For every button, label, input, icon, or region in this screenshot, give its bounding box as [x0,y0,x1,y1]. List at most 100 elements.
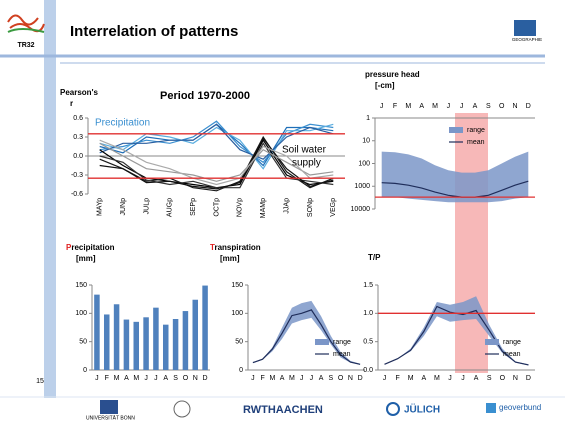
x-tick-label: F [105,375,109,382]
x-tick-label: A [319,375,324,382]
footer-logo: JÜLICH [404,403,440,416]
logo-mark [7,14,45,33]
footer-logo: RWTHAACHEN [243,404,323,416]
y-tick-label: 1.5 [363,282,373,289]
legend-label: mean [503,351,521,358]
bar [182,311,189,370]
legend-label: range [333,339,351,346]
x-tick-label: N [513,375,518,382]
x-tick-label: M [434,375,440,382]
mean-line [381,180,529,198]
y-axis-label: [mm] [220,254,240,263]
footer-logo: UNIVERSITÄT BONN [86,414,135,421]
slide-title: Interrelation of patterns [70,23,238,40]
mean-line [252,309,361,365]
x-tick-label: J [447,103,451,110]
x-tick-label: M [269,375,275,382]
right-logo: GEOGRAPHIE [512,37,542,42]
x-tick-label: M [408,375,414,382]
y-axis-label: Transpiration [210,243,261,252]
y-tick-label: -0.6 [71,191,83,198]
y-tick-label: 0 [83,367,87,374]
y-tick-label: 50 [235,339,243,346]
legend-swatch [315,339,329,345]
y-tick-label: 0.6 [73,115,83,122]
x-tick-label: SONp [307,198,314,217]
x-tick-label: N [193,375,198,382]
bar [94,294,100,370]
legend-swatch [485,339,499,345]
annotation: Soil water [282,145,327,156]
y-tick-label: 0 [239,367,243,374]
y-tick-label: 0.0 [73,153,83,160]
logo-mark [386,402,400,416]
x-tick-label: J [300,375,304,382]
x-tick-label: J [461,375,465,382]
x-tick-label: S [329,375,334,382]
legend-label: mean [333,351,351,358]
x-tick-label: AUGp [167,198,174,217]
side-strip [44,0,56,398]
x-tick-label: A [280,375,285,382]
logo-mark [7,28,45,33]
y-tick-label: 10 [362,138,370,145]
x-tick-label: J [460,103,464,110]
x-tick-label: JJAp [283,198,290,214]
y-tick-label: 0.5 [363,339,373,346]
legend-label: range [503,339,521,346]
x-tick-label: A [473,103,478,110]
y-tick-label: 150 [231,282,243,289]
legend-swatch [449,127,463,133]
series-line [99,135,334,192]
x-tick-label: A [163,375,168,382]
x-tick-label: N [348,375,353,382]
bar [172,319,179,370]
x-tick-label: D [358,375,363,382]
footer-logo: geoverbund [499,403,541,412]
x-tick-label: N [512,103,517,110]
y-axis-label: pressure head [365,70,420,79]
x-tick-label: J [144,375,148,382]
right-logo-mark [514,20,536,36]
x-tick-label: O [499,103,505,110]
x-tick-label: J [383,375,387,382]
x-tick-label: D [203,375,208,382]
x-tick-label: J [154,375,158,382]
x-tick-label: S [487,375,492,382]
y-axis-label: [-cm] [375,81,395,90]
logo-mark [173,400,191,418]
legend-label: range [467,127,485,134]
x-tick-label: A [421,375,426,382]
x-tick-label: VEGp [330,198,337,217]
x-tick-label: JULp [143,198,150,214]
y-tick-label: 0.0 [363,367,373,374]
x-tick-label: M [289,375,295,382]
series-line [99,123,334,170]
x-tick-label: J [310,375,314,382]
logo-mark [486,403,496,413]
x-tick-label: SEPp [190,198,197,216]
x-tick-label: J [251,375,255,382]
x-tick-label: F [393,103,397,110]
bar [192,299,199,370]
bar [143,317,149,370]
y-axis-label: Precipitation [66,243,115,252]
range-band [384,296,529,366]
x-tick-label: O [338,375,344,382]
x-tick-label: F [395,375,399,382]
left-logo: TR32 [17,42,34,49]
x-tick-label: M [432,103,438,110]
x-tick-label: J [95,375,99,382]
x-tick-label: O [183,375,189,382]
y-axis-label: [mm] [76,254,96,263]
bar [202,285,208,370]
y-tick-label: 150 [75,282,87,289]
x-tick-label: M [405,103,411,110]
y-tick-label: 1000 [354,183,370,190]
x-tick-label: J [448,375,452,382]
y-tick-label: 1.0 [363,310,373,317]
logo-mark [100,400,118,414]
y-tick-label: 100 [231,310,243,317]
x-tick-label: S [486,103,491,110]
